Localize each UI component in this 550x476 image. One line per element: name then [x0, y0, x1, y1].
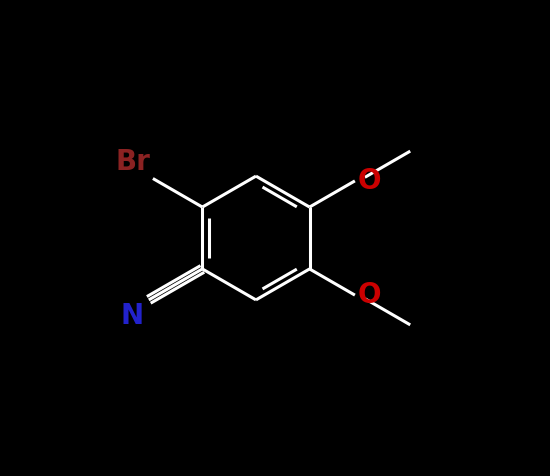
- Text: Br: Br: [116, 148, 151, 176]
- Text: O: O: [358, 281, 381, 309]
- Text: O: O: [358, 167, 381, 195]
- Text: N: N: [121, 302, 144, 330]
